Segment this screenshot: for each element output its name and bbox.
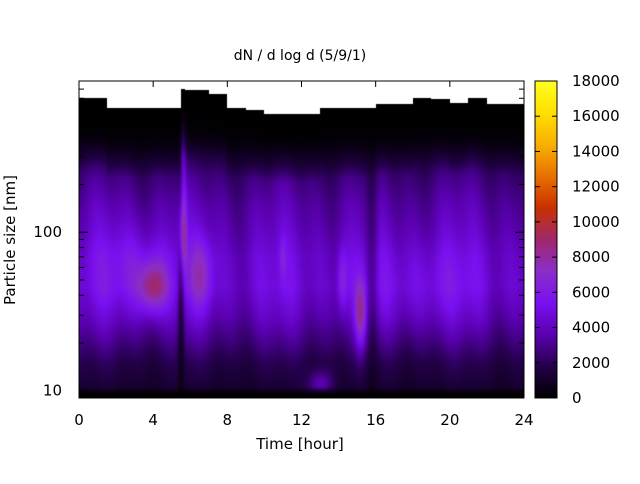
- y-tick-label: 10: [43, 382, 62, 400]
- x-tick-label: 24: [514, 411, 533, 429]
- colorbar-tick-label: 12000: [572, 178, 620, 196]
- plot-area: 0 4 8 12 16 20 24 10 100: [33, 80, 534, 429]
- y-tick-label: 100: [33, 223, 62, 241]
- y-axis-label: Particle size [nm]: [1, 175, 19, 305]
- x-tick-label: 20: [440, 411, 459, 429]
- colorbar-tick-label: 6000: [572, 283, 610, 301]
- x-axis: 0 4 8 12 16 20 24: [74, 81, 534, 429]
- x-tick-label: 16: [366, 411, 385, 429]
- heatmap-cells: [79, 81, 524, 398]
- colorbar-tick-label: 14000: [572, 142, 620, 160]
- x-tick-label: 12: [292, 411, 311, 429]
- colorbar-tick-label: 16000: [572, 107, 620, 125]
- x-axis-label: Time [hour]: [255, 435, 344, 453]
- x-tick-label: 4: [148, 411, 158, 429]
- colorbar-frame: [534, 80, 558, 399]
- colorbar: 0 2000 4000 6000 8000 10000 12000 14000 16000 180…: [534, 72, 620, 407]
- chart-title: dN / d log d (5/9/1): [234, 48, 367, 64]
- colorbar-tick-label: 10000: [572, 213, 620, 231]
- x-tick-label: 0: [74, 411, 84, 429]
- colorbar-tick-label: 4000: [572, 319, 610, 337]
- colorbar-tick-label: 18000: [572, 72, 620, 90]
- colorbar-gradient: [535, 81, 557, 398]
- colorbar-tick-label: 2000: [572, 354, 610, 372]
- x-tick-label: 8: [223, 411, 233, 429]
- colorbar-tick-label: 0: [572, 389, 582, 407]
- colorbar-ticks: 0 2000 4000 6000 8000 10000 12000 14000 16000 180…: [535, 72, 620, 407]
- y-axis: 10 100: [33, 80, 524, 400]
- colorbar-tick-label: 8000: [572, 248, 610, 266]
